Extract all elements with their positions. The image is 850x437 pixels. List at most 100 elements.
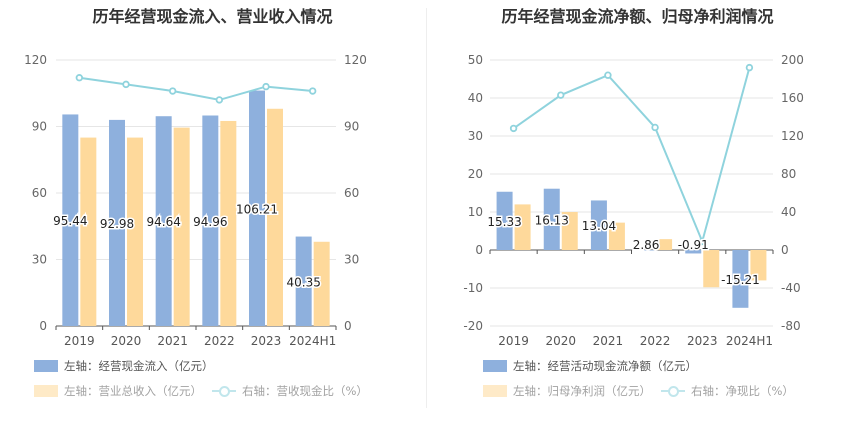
- bar: [590, 200, 607, 250]
- y-right-tick-label: 120: [344, 53, 367, 67]
- bar: [496, 191, 513, 250]
- line-point: [698, 237, 706, 246]
- bar: [155, 116, 172, 327]
- bar: [202, 115, 219, 326]
- y-right-tick-label: 200: [781, 53, 804, 67]
- legend-line-icon: [212, 385, 236, 397]
- bar: [608, 222, 625, 250]
- right-chart-svg: -20 -10 0 10 20 30 40 50 -80 -40 0 40 80 120 160 200 201…: [463, 53, 804, 348]
- x-tick-label: 2020: [111, 334, 142, 348]
- x-tick-label: 2023: [251, 334, 282, 348]
- y-right-tick-label: 160: [781, 91, 804, 105]
- x-tick-label: 2019: [498, 334, 529, 348]
- legend-item-net-profit[interactable]: 左轴：归母净利润（亿元）: [483, 383, 651, 399]
- chart-title: 历年经营现金流入、营业收入情况: [92, 7, 333, 26]
- bar: [109, 119, 125, 326]
- y-left-tick-label: 20: [468, 167, 483, 181]
- bar: [62, 114, 79, 326]
- data-label: 13.04: [582, 219, 616, 233]
- bar: [313, 241, 330, 326]
- bar: [173, 127, 190, 326]
- data-label: 40.35: [286, 275, 320, 289]
- y-left-tick-label: 60: [32, 186, 47, 200]
- y-left-tick-label: 10: [468, 205, 483, 219]
- bar: [267, 108, 283, 327]
- bar: [80, 137, 97, 326]
- legend-label: 左轴：经营活动现金流净额（亿元）: [513, 359, 697, 373]
- y-left-tick-label: -10: [463, 281, 483, 295]
- data-label: 15.33: [487, 215, 521, 229]
- x-tick-label: 2021: [157, 334, 188, 348]
- y-left-tick-label: 0: [39, 319, 47, 333]
- data-label: 94.96: [193, 215, 227, 229]
- x-tick-label: 2024H1: [726, 334, 773, 348]
- y-right-tick-label: 0: [781, 243, 789, 257]
- bar: [638, 250, 655, 251]
- line-point: [651, 123, 659, 132]
- line-point: [308, 87, 317, 95]
- y-right-tick-label: 30: [344, 253, 359, 267]
- y-left-tick-label: 50: [468, 53, 483, 67]
- line-point: [262, 82, 270, 91]
- legend-label: 左轴：营业总收入（亿元）: [64, 384, 202, 398]
- bar: [514, 204, 531, 250]
- y-right-tick-label: 80: [781, 167, 796, 181]
- bar: [750, 250, 767, 281]
- y-left-tick-label: 30: [468, 129, 483, 143]
- line-point: [168, 87, 177, 95]
- left-chart-panel: 历年经营现金流入、营业收入情况 0 30 60 90 120 0 30 60 90 120 2019…: [24, 7, 368, 399]
- line-point: [557, 91, 565, 99]
- y-right-tick-label: 60: [344, 186, 359, 200]
- panel-divider: [426, 8, 427, 408]
- y-left-tick-label: 40: [468, 91, 483, 105]
- data-label: 95.44: [53, 214, 87, 228]
- y-left-tick-label: 0: [475, 243, 483, 257]
- legend-label: 右轴：营收现金比（%）: [242, 384, 368, 398]
- data-label: -15.21: [721, 273, 760, 287]
- bar: [732, 250, 749, 308]
- line-point: [745, 63, 754, 72]
- bar: [561, 212, 578, 250]
- bar: [703, 250, 720, 288]
- legend-swatch: [483, 360, 507, 372]
- y-left-tick-label: 120: [24, 53, 47, 67]
- x-tick-label: 2022: [204, 334, 235, 348]
- bar: [543, 188, 560, 250]
- data-label: 106.21: [236, 202, 278, 216]
- line-point: [509, 124, 518, 133]
- legend-item-cash-inflow[interactable]: 左轴：经营现金流入（亿元）: [34, 358, 214, 374]
- data-label: 92.98: [100, 217, 134, 231]
- bar: [220, 120, 237, 326]
- y-left-tick-label: 30: [32, 253, 47, 267]
- x-tick-label: 2021: [593, 334, 624, 348]
- y-left-tick-label: -20: [463, 319, 483, 333]
- bar: [656, 239, 673, 250]
- legend-row-2: 左轴：归母净利润（亿元） 右轴：净现比（%）: [483, 383, 794, 399]
- legend-item-net-cash-flow[interactable]: 左轴：经营活动现金流净额（亿元）: [483, 358, 697, 374]
- series-line: [79, 76, 313, 101]
- legend-row-1: 左轴：经营现金流入（亿元）: [34, 358, 214, 374]
- left-chart-svg: 0 30 60 90 120 0 30 60 90 120 2019 2020 2021 2022 2023…: [24, 53, 367, 348]
- bar: [685, 250, 702, 254]
- line-point: [215, 96, 224, 104]
- x-tick-label: 2019: [64, 334, 95, 348]
- x-tick-label: 2023: [687, 334, 718, 348]
- x-tick-label: 2020: [545, 334, 576, 348]
- legend-line-icon: [661, 385, 685, 397]
- right-chart-panel: 历年经营现金流净额、归母净利润情况 -20 -10 0 10 20 30 40 50 -80 -4…: [425, 0, 850, 437]
- legend-item-revenue[interactable]: 左轴：营业总收入（亿元）: [34, 383, 202, 399]
- series-line: [513, 67, 751, 245]
- y-right-tick-label: 40: [781, 205, 796, 219]
- data-label: 16.13: [535, 213, 569, 227]
- legend-item-cash-ratio[interactable]: 右轴：营收现金比（%）: [212, 383, 368, 399]
- legend-label: 右轴：净现比（%）: [691, 384, 794, 398]
- data-label: -0.91: [678, 238, 709, 252]
- line-point: [75, 74, 84, 82]
- bar: [127, 137, 143, 326]
- legend-item-net-cash-ratio[interactable]: 右轴：净现比（%）: [661, 383, 794, 399]
- legend-row-1: 左轴：经营活动现金流净额（亿元）: [483, 358, 697, 374]
- legend-swatch: [34, 385, 58, 397]
- y-right-tick-label: 0: [344, 319, 352, 333]
- data-label: 94.64: [146, 215, 180, 229]
- data-label: 2.86: [633, 238, 660, 252]
